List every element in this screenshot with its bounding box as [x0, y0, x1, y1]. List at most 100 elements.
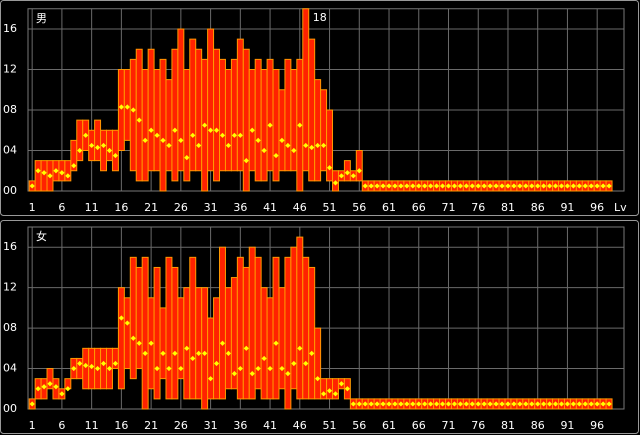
- range-bar: [117, 69, 125, 151]
- range-bar: [111, 129, 119, 172]
- mean-marker: [35, 168, 41, 174]
- mean-marker: [576, 401, 582, 407]
- mean-marker: [535, 401, 541, 407]
- range-bar: [171, 266, 179, 400]
- range-bar: [224, 287, 232, 390]
- range-bar: [141, 69, 149, 182]
- mean-marker: [231, 371, 237, 377]
- range-bar: [278, 287, 286, 390]
- range-bar: [308, 38, 316, 182]
- mean-marker: [576, 183, 582, 189]
- range-bar: [236, 256, 244, 400]
- mean-marker: [416, 401, 422, 407]
- mean-marker: [547, 401, 553, 407]
- x-tick-label: 16: [114, 201, 128, 214]
- range-bar: [302, 256, 310, 400]
- x-tick-label: 31: [204, 201, 218, 214]
- plot-frame: [27, 8, 625, 192]
- mean-marker: [457, 183, 463, 189]
- range-bar: [106, 129, 113, 162]
- mean-marker: [213, 360, 220, 367]
- x-tick-label: 66: [412, 201, 426, 214]
- mean-marker: [332, 391, 339, 397]
- range-bar: [284, 256, 292, 410]
- range-bar: [272, 69, 280, 182]
- y-tick-label: 12: [3, 281, 17, 294]
- mean-marker: [166, 142, 172, 149]
- mean-marker: [457, 401, 463, 407]
- mean-marker: [59, 391, 65, 397]
- mean-marker: [136, 340, 142, 346]
- mean-marker: [77, 360, 83, 367]
- mean-marker: [112, 152, 119, 159]
- mean-marker: [309, 350, 315, 356]
- mean-marker: [386, 401, 392, 407]
- mean-marker: [255, 137, 261, 143]
- mean-marker: [196, 350, 202, 356]
- range-bar: [117, 287, 125, 390]
- mean-marker: [428, 401, 434, 407]
- range-bar: [177, 28, 185, 172]
- mean-marker: [541, 401, 547, 407]
- range-bar: [266, 297, 274, 400]
- range-bar: [183, 287, 191, 400]
- mean-marker: [451, 401, 458, 407]
- range-bar: [165, 256, 173, 400]
- mean-marker: [100, 142, 107, 149]
- mean-marker: [148, 340, 154, 346]
- x-tick-label: 31: [204, 419, 218, 432]
- mean-marker: [386, 183, 392, 189]
- x-tick-label: 51: [323, 419, 337, 432]
- mean-marker: [535, 183, 541, 189]
- mean-marker: [445, 401, 452, 407]
- mean-marker: [83, 132, 89, 138]
- mean-marker: [279, 137, 285, 143]
- mean-marker: [29, 183, 35, 189]
- y-tick-label: 16: [3, 22, 17, 35]
- mean-marker: [588, 401, 594, 407]
- x-tick-label: 56: [352, 201, 366, 214]
- mean-marker: [564, 401, 571, 407]
- range-bar: [82, 347, 90, 390]
- mean-marker: [493, 401, 499, 407]
- mean-marker: [184, 154, 190, 161]
- mean-marker: [315, 376, 321, 382]
- mean-marker: [368, 401, 374, 407]
- x-tick-label: 36: [233, 419, 247, 432]
- mean-marker: [469, 401, 475, 407]
- mean-marker: [118, 104, 124, 110]
- mean-marker: [469, 183, 475, 189]
- mean-marker: [35, 386, 41, 392]
- mean-marker: [350, 401, 356, 407]
- range-bar: [236, 38, 244, 172]
- x-tick-label: 91: [560, 419, 574, 432]
- mean-marker: [487, 183, 493, 189]
- mean-marker: [570, 183, 576, 189]
- mean-marker: [225, 142, 232, 149]
- range-bar: [296, 236, 304, 400]
- y-tick-label: 12: [3, 63, 17, 76]
- mean-marker: [267, 365, 273, 372]
- mean-marker: [273, 340, 279, 346]
- range-bar: [153, 266, 161, 400]
- range-bar: [272, 256, 280, 400]
- mean-marker: [344, 170, 350, 176]
- mean-marker: [481, 401, 487, 407]
- x-tick-label: 86: [531, 201, 545, 214]
- x-tick-label: 36: [233, 201, 247, 214]
- mean-marker: [148, 127, 154, 133]
- range-bar: [195, 287, 203, 400]
- mean-marker: [475, 183, 481, 189]
- range-bar: [183, 69, 191, 182]
- mean-marker: [475, 401, 481, 407]
- mean-marker: [332, 180, 339, 186]
- x-axis-label: Lv: [614, 201, 627, 214]
- range-bar: [129, 256, 137, 380]
- mean-marker: [404, 183, 410, 189]
- range-bar: [242, 266, 250, 400]
- mean-marker: [368, 183, 374, 189]
- mean-marker: [326, 388, 333, 394]
- range-bar: [266, 58, 274, 172]
- mean-marker: [219, 340, 226, 346]
